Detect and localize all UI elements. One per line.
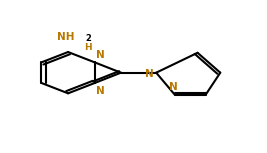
Text: 2: 2 [85, 34, 91, 43]
Text: N: N [145, 69, 154, 79]
Text: N: N [169, 82, 178, 92]
Text: H: H [84, 43, 92, 52]
Text: N: N [96, 50, 105, 60]
Text: N: N [96, 86, 105, 96]
Text: NH: NH [57, 32, 74, 42]
